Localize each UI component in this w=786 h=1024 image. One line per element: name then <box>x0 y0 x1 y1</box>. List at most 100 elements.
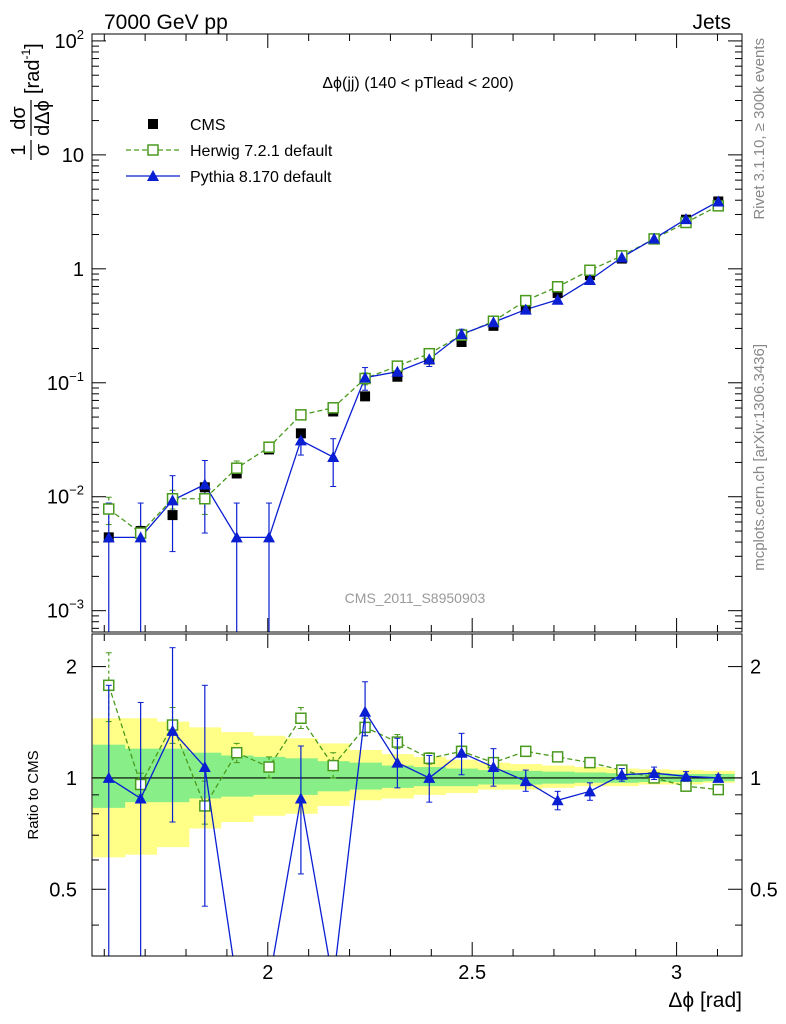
mcplots-label: mcplots.cern.ch [arXiv:1306.3436] <box>751 344 768 571</box>
ratio-point <box>679 770 692 782</box>
pythia-point <box>327 451 340 463</box>
ratio-point <box>648 767 661 779</box>
main-y-tick-label-base: 1 <box>73 259 84 281</box>
ratio-point <box>455 746 468 758</box>
plot-title: Δϕ(jj) (140 < pTlead < 200) <box>322 75 513 92</box>
main-y-tick-label-base: 10 <box>47 373 69 395</box>
herwig-point <box>230 462 243 474</box>
x-tick-label: 2 <box>262 962 273 984</box>
ylabel-unit-base: [rad <box>22 60 44 94</box>
main-y-tick-label-base: 10 <box>62 145 84 167</box>
main-y-tick-label-base: 10 <box>47 487 69 509</box>
pythia-point <box>455 328 468 340</box>
cms-point <box>295 428 306 439</box>
cms-point <box>552 287 563 298</box>
pythia-point <box>423 353 436 365</box>
ratio-point <box>327 759 339 772</box>
pythia-point <box>263 531 276 543</box>
main-y-tick-label-exp: −3 <box>69 597 84 612</box>
ratio-point <box>231 976 243 987</box>
x-tick-label: 3 <box>671 962 682 984</box>
ratio-y-tick-label: 0.5 <box>49 879 77 901</box>
ratio-y-tick-label-right: 2 <box>750 657 761 679</box>
ratio-point <box>551 794 564 806</box>
pythia-point <box>198 478 211 490</box>
pythia-point <box>583 273 596 285</box>
main-y-tick-label: 102 <box>55 27 84 53</box>
ratio-point <box>583 785 596 797</box>
herwig-point <box>551 281 564 293</box>
legend-label: CMS <box>190 117 226 134</box>
ratio-point <box>263 761 275 773</box>
ylabel-unit-close: ] <box>22 43 44 49</box>
ratio-y-tick-label: 2 <box>66 657 77 679</box>
ratio-y-tick-label: 1 <box>66 768 77 790</box>
ratio-point <box>584 756 596 769</box>
legend-marker <box>148 119 158 129</box>
main-y-tick-label: 10 <box>62 145 84 167</box>
main-y-tick-label-exp: −1 <box>69 369 84 384</box>
main-y-tick-label: 10−3 <box>47 597 84 623</box>
header-left: 7000 GeV pp <box>104 11 228 34</box>
ratio-point <box>359 705 372 717</box>
pythia-point <box>519 303 532 315</box>
ratio-point <box>712 771 725 783</box>
pythia-point <box>134 531 147 543</box>
ratio-point <box>166 724 179 736</box>
pythia-point <box>294 434 307 446</box>
legend: CMS Herwig 7.2.1 default Pythia 8.170 defa… <box>126 117 333 186</box>
uncertainty-band-inner <box>349 762 382 790</box>
ratio-y-axis-label: Ratio to CMS <box>25 750 42 839</box>
ratio-y-tick-label-right: 0.5 <box>750 879 778 901</box>
ratio-series-line <box>108 709 719 956</box>
herwig-point <box>584 264 596 277</box>
ratio-point <box>391 756 404 768</box>
x-tick-label: 2.5 <box>458 962 486 984</box>
cms-point <box>456 336 467 347</box>
ratio-point <box>680 780 692 792</box>
main-y-tick-label: 10−2 <box>47 483 84 509</box>
ratio-point <box>551 751 564 763</box>
pythia-point <box>102 531 115 543</box>
ylabel-num1: 1 <box>8 144 30 155</box>
pythia-point <box>359 371 372 383</box>
main-y-tick-label-exp: −2 <box>69 483 84 498</box>
pythia-point <box>648 232 661 244</box>
ratio-point <box>295 712 307 724</box>
cms-point <box>167 510 178 521</box>
pythia-point <box>230 531 243 543</box>
ratio-point <box>423 771 436 783</box>
ylabel-den1: σ <box>32 143 54 156</box>
herwig-point <box>103 503 115 515</box>
pythia-point <box>679 213 692 225</box>
herwig-point <box>327 402 339 414</box>
ratio-point <box>615 768 628 780</box>
main-y-tick-label-base: 10 <box>47 601 69 623</box>
ratio-point <box>102 771 115 783</box>
ratio-point <box>519 745 532 758</box>
legend-label: Pythia 8.170 default <box>190 169 332 186</box>
x-axis-label: Δϕ [rad] <box>668 989 742 1012</box>
legend-label: Herwig 7.2.1 default <box>190 143 333 160</box>
main-y-tick-label: 1 <box>73 259 84 281</box>
pythia-point <box>551 293 564 305</box>
main-y-tick-label-exp: 2 <box>77 27 84 42</box>
ylabel-unit-sup: -1 <box>19 49 33 60</box>
ratio-y-tick-label-right: 1 <box>750 768 761 790</box>
ratio-point <box>198 761 211 773</box>
header-right: Jets <box>692 11 731 34</box>
main-y-tick-label-base: 10 <box>55 31 77 53</box>
ylabel-den2: dΔϕ <box>32 100 54 136</box>
legend-marker <box>147 170 159 181</box>
pythia-point <box>391 365 404 377</box>
ratio-point <box>327 976 339 987</box>
ratio-plot-panel: 0.5 0.5 1 1 2 2 2 2.5 3 <box>49 633 778 987</box>
main-plot-frame <box>91 33 743 633</box>
pythia-point <box>487 316 500 328</box>
pythia-point <box>615 251 628 263</box>
herwig-point <box>295 409 307 421</box>
pythia-point <box>166 494 179 506</box>
ratio-point <box>519 775 532 787</box>
